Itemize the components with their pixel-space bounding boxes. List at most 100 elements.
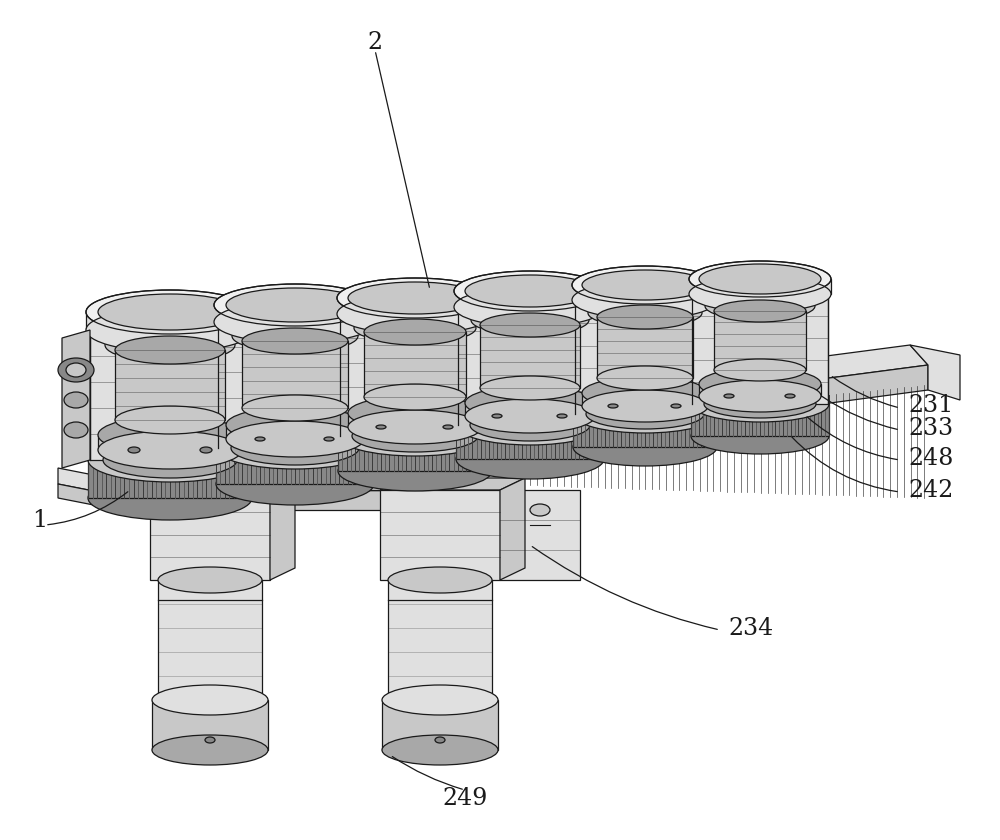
Text: 1: 1 bbox=[32, 508, 48, 532]
Ellipse shape bbox=[338, 416, 492, 456]
Ellipse shape bbox=[699, 368, 821, 400]
Polygon shape bbox=[86, 312, 254, 330]
Polygon shape bbox=[62, 330, 90, 468]
Ellipse shape bbox=[435, 737, 445, 743]
Polygon shape bbox=[242, 341, 348, 408]
Ellipse shape bbox=[364, 384, 466, 410]
Ellipse shape bbox=[382, 685, 498, 715]
Ellipse shape bbox=[785, 394, 795, 398]
Polygon shape bbox=[500, 478, 525, 580]
Polygon shape bbox=[90, 330, 250, 460]
Ellipse shape bbox=[691, 386, 829, 422]
Ellipse shape bbox=[388, 567, 492, 593]
Ellipse shape bbox=[205, 737, 215, 743]
Polygon shape bbox=[214, 305, 376, 322]
Ellipse shape bbox=[214, 284, 376, 326]
Ellipse shape bbox=[480, 313, 580, 337]
Ellipse shape bbox=[200, 447, 212, 453]
Ellipse shape bbox=[492, 414, 502, 418]
Ellipse shape bbox=[255, 437, 265, 441]
Polygon shape bbox=[150, 478, 295, 490]
Ellipse shape bbox=[242, 328, 348, 354]
Polygon shape bbox=[456, 425, 604, 459]
Ellipse shape bbox=[454, 271, 606, 311]
Polygon shape bbox=[88, 460, 252, 498]
Ellipse shape bbox=[465, 386, 595, 420]
Ellipse shape bbox=[58, 358, 94, 382]
Text: 249: 249 bbox=[442, 786, 488, 810]
Ellipse shape bbox=[456, 405, 604, 445]
Polygon shape bbox=[714, 311, 806, 370]
Text: 231: 231 bbox=[908, 393, 953, 417]
Ellipse shape bbox=[699, 264, 821, 294]
Polygon shape bbox=[300, 450, 380, 460]
Ellipse shape bbox=[582, 390, 708, 422]
Ellipse shape bbox=[597, 305, 693, 329]
Polygon shape bbox=[575, 300, 715, 414]
Ellipse shape bbox=[382, 735, 498, 765]
Ellipse shape bbox=[443, 425, 453, 429]
Polygon shape bbox=[910, 345, 960, 400]
Text: 234: 234 bbox=[728, 617, 773, 639]
Polygon shape bbox=[216, 448, 374, 484]
Ellipse shape bbox=[714, 359, 806, 381]
Polygon shape bbox=[95, 452, 115, 498]
Ellipse shape bbox=[348, 282, 482, 314]
Ellipse shape bbox=[608, 404, 618, 408]
Ellipse shape bbox=[338, 451, 492, 491]
Polygon shape bbox=[95, 345, 928, 472]
Polygon shape bbox=[58, 468, 170, 506]
Polygon shape bbox=[458, 307, 602, 425]
Text: 2: 2 bbox=[367, 30, 383, 54]
Ellipse shape bbox=[103, 442, 237, 478]
Polygon shape bbox=[270, 478, 295, 580]
Text: 242: 242 bbox=[908, 479, 953, 501]
Polygon shape bbox=[582, 393, 708, 406]
Ellipse shape bbox=[470, 409, 590, 441]
Ellipse shape bbox=[354, 313, 476, 343]
Ellipse shape bbox=[226, 407, 364, 443]
Polygon shape bbox=[388, 580, 492, 700]
Polygon shape bbox=[380, 490, 500, 580]
Ellipse shape bbox=[465, 275, 595, 307]
Ellipse shape bbox=[66, 363, 86, 377]
Polygon shape bbox=[58, 484, 170, 520]
Ellipse shape bbox=[98, 431, 242, 469]
Ellipse shape bbox=[324, 437, 334, 441]
Polygon shape bbox=[380, 478, 525, 490]
Ellipse shape bbox=[671, 404, 681, 408]
Ellipse shape bbox=[158, 567, 262, 593]
Polygon shape bbox=[115, 365, 928, 498]
Ellipse shape bbox=[699, 380, 821, 412]
Ellipse shape bbox=[152, 685, 268, 715]
Polygon shape bbox=[480, 325, 580, 388]
Ellipse shape bbox=[352, 420, 478, 452]
Polygon shape bbox=[145, 490, 510, 510]
Polygon shape bbox=[597, 317, 693, 378]
Ellipse shape bbox=[586, 399, 704, 429]
Ellipse shape bbox=[572, 266, 718, 304]
Polygon shape bbox=[98, 435, 242, 450]
Polygon shape bbox=[338, 436, 492, 471]
Text: 233: 233 bbox=[908, 417, 953, 439]
Ellipse shape bbox=[158, 687, 262, 713]
Ellipse shape bbox=[232, 320, 358, 352]
Ellipse shape bbox=[348, 396, 482, 430]
Ellipse shape bbox=[705, 292, 815, 320]
Ellipse shape bbox=[98, 294, 242, 330]
Ellipse shape bbox=[582, 270, 708, 300]
Ellipse shape bbox=[86, 290, 254, 334]
Polygon shape bbox=[465, 403, 595, 416]
Ellipse shape bbox=[105, 328, 235, 362]
Ellipse shape bbox=[454, 287, 606, 327]
Polygon shape bbox=[145, 475, 510, 490]
Ellipse shape bbox=[388, 687, 492, 713]
Ellipse shape bbox=[689, 261, 831, 297]
Ellipse shape bbox=[64, 422, 88, 438]
Ellipse shape bbox=[714, 300, 806, 322]
Polygon shape bbox=[500, 490, 580, 580]
Ellipse shape bbox=[88, 476, 252, 520]
Ellipse shape bbox=[216, 427, 374, 469]
Ellipse shape bbox=[376, 425, 386, 429]
Ellipse shape bbox=[573, 395, 717, 433]
